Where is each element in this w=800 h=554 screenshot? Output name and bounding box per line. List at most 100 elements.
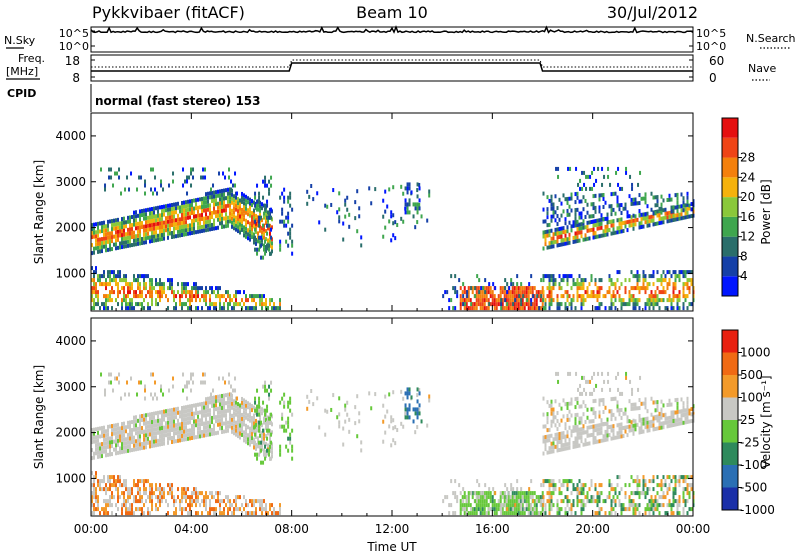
power-cell [157,209,159,214]
velocity-cell [652,511,655,516]
velocity-cell [189,420,191,425]
power-cell [632,226,635,231]
velocity-cell [195,407,197,412]
velocity-cell [482,491,485,496]
power-cell [91,231,93,236]
velocity-cell [668,419,671,424]
power-cell [123,216,125,221]
power-cell [644,302,647,307]
velocity-cell [580,416,583,421]
power-cell [229,203,231,208]
power-cell [459,294,462,299]
velocity-cell [171,412,173,417]
power-cell [511,290,514,295]
power-cell [640,225,643,230]
velocity-cell [578,487,581,492]
velocity-cell [587,379,590,384]
velocity-cell [189,499,191,504]
power-cell [634,306,637,311]
velocity-cell [105,483,107,488]
velocity-cell [143,445,145,450]
velocity-cell [258,412,261,417]
power-cell [253,306,255,311]
velocity-cell [636,503,639,508]
power-cell [271,245,273,250]
velocity-cell [607,379,610,384]
velocity-cell [125,445,127,450]
velocity-cell [650,503,653,508]
power-cell [566,237,569,242]
velocity-cell [550,433,553,438]
power-cell [666,197,669,202]
power-cell [261,306,263,311]
power-cell [406,190,409,195]
velocity-cell [511,495,514,500]
power-cell [177,233,179,238]
y-tick-label: 1000 [55,266,86,280]
power-cell [560,201,563,206]
power-cell [448,298,451,303]
velocity-cell [105,433,107,438]
velocity-cell [103,433,105,438]
power-cell [316,191,319,196]
power-cell [584,214,587,219]
power-cell [616,290,619,295]
power-cell [632,197,635,202]
y-tick-label: 4000 [55,334,86,348]
velocity-cell [133,427,135,432]
velocity-cell [578,443,581,448]
power-cell [556,302,559,307]
power-cell [638,225,641,230]
velocity-cell [145,417,147,422]
velocity-cell [690,475,693,480]
power-cell [113,226,115,231]
power-cell [462,294,465,299]
power-cell [582,195,585,200]
power-cell [189,215,191,220]
power-cell [672,298,675,303]
power-cell [171,290,173,295]
velocity-cell [241,396,243,401]
power-cell [255,221,257,226]
velocity-cell [548,507,551,512]
power-cell [179,302,181,307]
velocity-cell [596,427,599,432]
power-cell [267,226,269,231]
power-cell [688,206,691,211]
velocity-cell [515,503,518,508]
power-cell [245,198,247,203]
velocity-cell [260,420,263,425]
velocity-cell [501,495,504,500]
velocity-cell [254,452,257,457]
velocity-cell [648,511,651,516]
power-cell [632,201,635,206]
power-cell [418,198,421,203]
power-cell [504,286,507,291]
power-cell [676,208,679,213]
velocity-cell [566,434,569,439]
power-cell [163,232,165,237]
power-cell [690,302,693,307]
velocity-cell [678,483,681,488]
velocity-cell [171,491,173,496]
power-cell [640,196,643,201]
velocity-cell [594,499,597,504]
power-cell [139,225,141,230]
power-cell [197,294,199,299]
velocity-cell [686,404,689,409]
velocity-cell [506,487,509,492]
power-cell [107,306,109,311]
velocity-cell [461,495,464,500]
power-cell [467,286,470,291]
velocity-cell [259,445,261,450]
velocity-cell [475,495,478,500]
velocity-cell [574,413,577,418]
velocity-cell [219,406,221,411]
power-cell [562,294,565,299]
velocity-cell [201,417,203,422]
power-cell [517,302,520,307]
power-cell [223,188,225,193]
velocity-cell [448,503,451,508]
velocity-cell [251,428,253,433]
power-cell [186,175,189,180]
